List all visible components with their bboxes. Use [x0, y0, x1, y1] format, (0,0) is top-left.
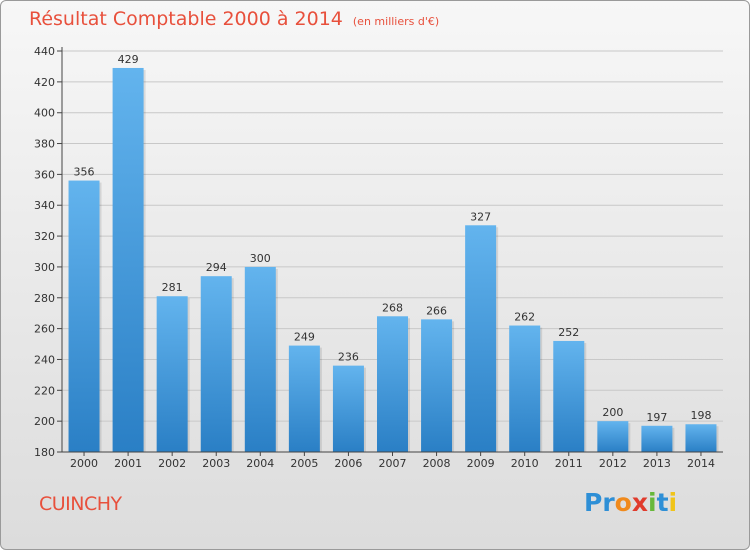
bar-2009 [465, 225, 497, 452]
data-label-2003: 294 [206, 261, 227, 274]
logo-letter: t [656, 488, 669, 517]
x-tick-label-2000: 2000 [70, 457, 98, 470]
data-label-2013: 197 [646, 411, 667, 424]
data-label-2010: 262 [514, 311, 535, 324]
axes: 180 200 220 240 260 280 300 320 340 360 380 400 420 4… [34, 45, 723, 470]
bar-2012 [597, 421, 629, 452]
y-tick-label: 400 [34, 107, 55, 120]
logo-letter: o [614, 488, 632, 517]
y-tick-label: 320 [34, 230, 55, 243]
y-tick-label: 260 [34, 323, 55, 336]
chart-unit: (en milliers d'€) [352, 15, 440, 28]
data-label-2011: 252 [558, 326, 579, 339]
proxiti-logo: Proxiti [584, 488, 677, 517]
data-label-2005: 249 [294, 331, 315, 344]
data-label-2009: 327 [470, 210, 491, 223]
bar-2008 [421, 319, 453, 452]
y-tick-label: 220 [34, 384, 55, 397]
bar-2013 [641, 425, 673, 452]
y-tick-label: 380 [34, 138, 55, 151]
logo-letter: x [631, 488, 648, 517]
x-tick-label-2001: 2001 [114, 457, 142, 470]
logo-letter: i [648, 488, 657, 517]
data-label-2000: 356 [74, 166, 95, 179]
data-label-2006: 236 [338, 351, 359, 364]
y-tick-label: 180 [34, 446, 55, 459]
y-tick-label: 440 [34, 45, 55, 58]
chart-title-text: Résultat Comptable 2000 à 2014 [29, 8, 343, 30]
bar-2004 [244, 266, 276, 452]
bars: 356 429 281 294 300 249 236 268 266 327 262 252 200 1… [68, 53, 719, 453]
commune-name: CUINCHY [39, 493, 122, 515]
x-tick-label-2010: 2010 [511, 457, 539, 470]
bar-2006 [332, 365, 364, 452]
chart-title: Résultat Comptable 2000 à 2014 (en millie… [29, 8, 439, 30]
data-label-2001: 429 [118, 53, 139, 66]
x-tick-label-2008: 2008 [423, 457, 451, 470]
bar-2010 [509, 325, 541, 452]
bar-2002 [156, 296, 188, 452]
logo-letter: r [602, 488, 615, 517]
data-label-2007: 268 [382, 301, 403, 314]
y-tick-label: 280 [34, 292, 55, 305]
y-tick-label: 420 [34, 76, 55, 89]
y-tick-label: 360 [34, 168, 55, 181]
data-label-2004: 300 [250, 252, 271, 265]
data-label-2002: 281 [162, 281, 183, 294]
x-tick-label-2011: 2011 [555, 457, 583, 470]
x-tick-label-2012: 2012 [599, 457, 627, 470]
x-tick-label-2007: 2007 [379, 457, 407, 470]
bar-2011 [553, 340, 585, 452]
data-label-2008: 266 [426, 304, 447, 317]
bar-2001 [112, 67, 144, 452]
y-tick-label: 200 [34, 415, 55, 428]
bar-2007 [377, 316, 408, 452]
bar-2003 [200, 276, 232, 452]
x-tick-label-2014: 2014 [687, 457, 715, 470]
bar-2005 [288, 345, 320, 452]
y-tick-label: 300 [34, 261, 55, 274]
data-label-2012: 200 [602, 406, 623, 419]
x-tick-label-2004: 2004 [246, 457, 274, 470]
x-tick-label-2002: 2002 [158, 457, 186, 470]
bar-2014 [685, 424, 717, 452]
logo-letter: i [668, 488, 678, 517]
data-label-2014: 198 [690, 409, 711, 422]
x-tick-label-2006: 2006 [334, 457, 362, 470]
x-tick-label-2003: 2003 [202, 457, 230, 470]
logo-letter: P [584, 488, 603, 517]
bar-2000 [68, 180, 100, 453]
y-tick-label: 340 [34, 199, 55, 212]
x-tick-label-2005: 2005 [290, 457, 318, 470]
x-tick-label-2009: 2009 [467, 457, 495, 470]
y-tick-label: 240 [34, 353, 55, 366]
x-tick-label-2013: 2013 [643, 457, 671, 470]
